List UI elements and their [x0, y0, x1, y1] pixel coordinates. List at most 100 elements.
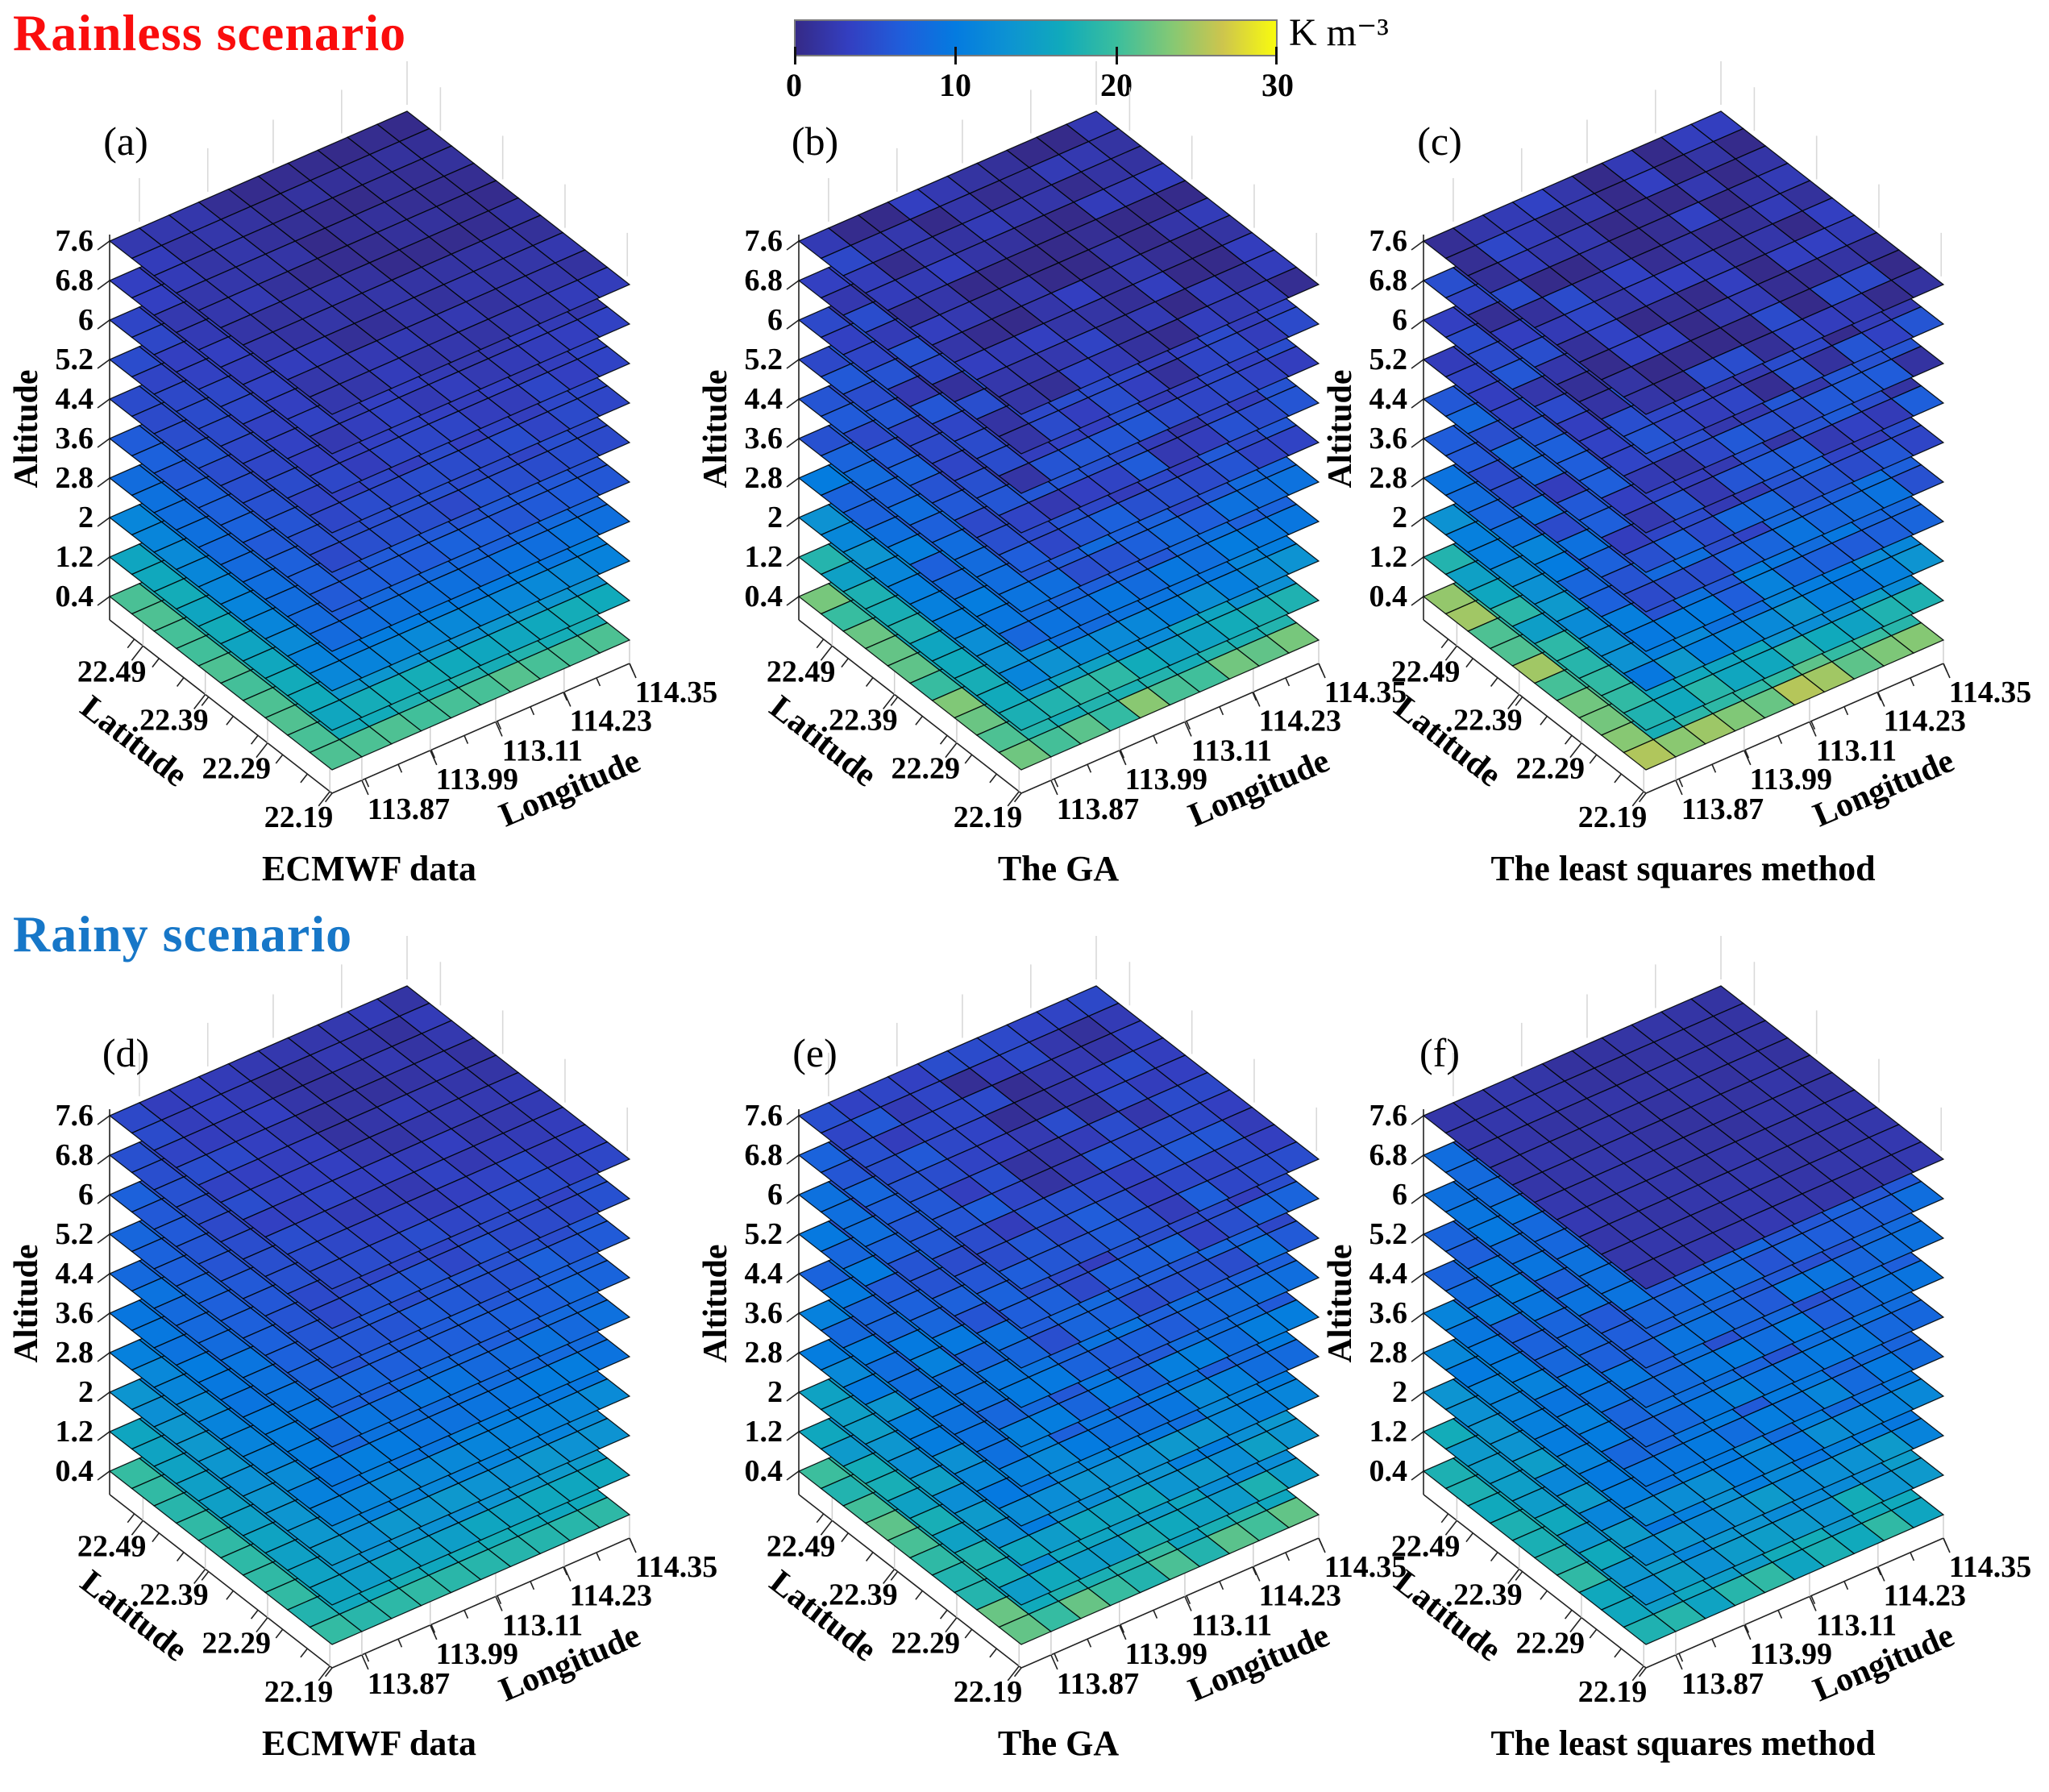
longitude-tick-label: 113.11 [1191, 1608, 1272, 1642]
heatmap-cell [1890, 464, 1945, 496]
floor-riser-lines [142, 622, 630, 792]
altitude-tick-label: 1.2 [56, 1415, 94, 1449]
altitude-axis-title: Altitude [8, 370, 45, 489]
longitude-tick-label: 113.99 [436, 763, 518, 796]
heatmap-cell [576, 345, 631, 377]
latitude-tick-label: 22.49 [767, 1529, 836, 1563]
latitude-tick-label: 22.19 [264, 1675, 334, 1709]
heatmap-cell [576, 1457, 631, 1489]
altitude-tick-label: 4.4 [745, 382, 783, 416]
panel-letter: (c) [1417, 118, 1462, 164]
longitude-tick-label: 113.87 [368, 1667, 450, 1701]
panel-method-title: ECMWF data [262, 1723, 476, 1763]
floor-riser-lines [1456, 622, 1944, 792]
heatmap-cell [576, 1141, 631, 1173]
altitude-tick-label: 0.4 [56, 580, 94, 613]
altitude-tick-label: 6 [78, 303, 94, 337]
altitude-tick-label: 2 [78, 501, 94, 534]
altitude-tick-label: 6.8 [745, 1138, 783, 1172]
altitude-tick-label: 6 [767, 1178, 783, 1212]
longitude-tick-label: 114.23 [1259, 1578, 1341, 1612]
longitude-tick-label: 113.99 [436, 1637, 518, 1671]
altitude-tick-label: 6 [1392, 1178, 1407, 1212]
floor-axes [1423, 619, 1948, 803]
colorbar-unit-label: K m⁻³ [1289, 11, 1389, 54]
latitude-tick-label: 22.39 [1453, 1578, 1523, 1611]
longitude-tick-label: 114.35 [635, 1550, 717, 1584]
latitude-tick-label: 22.29 [1515, 752, 1585, 786]
altitude-layer-7.6 [108, 110, 631, 415]
panel-a: 7.66.865.24.43.62.821.20.4Altitude22.492… [8, 61, 717, 888]
heatmap-cell [1890, 266, 1945, 298]
heatmap-cell [1890, 1141, 1945, 1173]
back-gridlines [139, 936, 629, 1151]
longitude-tick-label: 114.35 [635, 676, 717, 709]
floor-axes [798, 619, 1324, 803]
heatmap-cell [1890, 306, 1945, 338]
longitude-tick-label: 113.99 [1750, 1637, 1832, 1671]
longitude-tick-label: 113.11 [1191, 734, 1272, 767]
colorbar-tick-label: 0 [786, 67, 802, 103]
heatmap-cell [1890, 503, 1945, 535]
latitude-tick-label: 22.19 [954, 800, 1023, 834]
heatmap-cell [1266, 1496, 1320, 1528]
altitude-layer-7.6 [1422, 985, 1945, 1290]
heatmap-cell [576, 464, 631, 496]
latitude-tick-label: 22.49 [77, 655, 147, 688]
altitude-axis-title: Altitude [697, 370, 734, 489]
layer-stack [108, 110, 631, 771]
heatmap-cell [576, 385, 631, 417]
panel-letter: (a) [103, 118, 148, 164]
back-gridlines [1453, 61, 1943, 276]
longitude-tick-label: 113.87 [368, 792, 450, 826]
altitude-tick-label: 3.6 [1369, 1296, 1408, 1330]
heatmap-cell [1266, 424, 1320, 456]
panel-method-title: The least squares method [1490, 849, 1875, 888]
latitude-tick-label: 22.49 [767, 655, 836, 688]
colorbar: 0 10 20 30 K m⁻³ [786, 11, 1389, 103]
altitude-axis-title: Altitude [1322, 1245, 1359, 1363]
heatmap-cell [1890, 385, 1945, 417]
colorbar-tick-mark [954, 47, 957, 64]
altitude-layer-7.6 [797, 985, 1320, 1290]
altitude-tick-label: 2.8 [1369, 461, 1408, 495]
altitude-tick-label: 5.2 [56, 1217, 94, 1251]
longitude-tick-label: 114.23 [1884, 1578, 1966, 1612]
altitude-tick-label: 3.6 [745, 1296, 783, 1330]
heatmap-cell [576, 1220, 631, 1252]
altitude-tick-label: 2.8 [745, 461, 783, 495]
floor-riser-lines [142, 1497, 630, 1666]
altitude-tick-label: 2.8 [745, 1336, 783, 1370]
altitude-tick-label: 5.2 [745, 1217, 783, 1251]
panel-c: 7.66.865.24.43.62.821.20.4Altitude22.492… [1322, 61, 2031, 888]
altitude-tick-label: 3.6 [56, 1296, 94, 1330]
panel-method-title: The GA [998, 1723, 1120, 1763]
longitude-tick-label: 113.11 [502, 1608, 583, 1642]
heatmap-cell [1890, 543, 1945, 575]
heatmap-cell [1266, 622, 1320, 654]
heatmap-cell [576, 1180, 631, 1212]
altitude-tick-label: 2.8 [56, 461, 94, 495]
longitude-tick-label: 114.35 [1324, 1550, 1407, 1584]
latitude-tick-label: 22.39 [139, 1578, 209, 1611]
longitude-tick-label: 114.23 [1884, 704, 1966, 738]
floor-axes [109, 619, 634, 803]
latitude-tick-label: 22.29 [202, 752, 271, 786]
panel-f: 7.66.865.24.43.62.821.20.4Altitude22.492… [1322, 936, 2031, 1763]
longitude-tick-label: 113.87 [1681, 1667, 1764, 1701]
heatmap-cell [1266, 1378, 1320, 1410]
latitude-tick-label: 22.39 [829, 703, 898, 737]
latitude-tick-label: 22.39 [139, 703, 209, 737]
back-gridlines [828, 61, 1318, 276]
latitude-tick-label: 22.49 [1391, 655, 1461, 688]
altitude-tick-label: 2 [1392, 501, 1407, 534]
altitude-tick-label: 6.8 [745, 264, 783, 297]
longitude-tick-label: 114.23 [570, 704, 652, 738]
heatmap-cell [1266, 1220, 1320, 1252]
panel-letter: (d) [102, 1030, 149, 1075]
altitude-tick-label: 5.2 [1369, 1217, 1408, 1251]
heatmap-cell [1266, 306, 1320, 338]
floor-riser-lines [1456, 1497, 1944, 1666]
heatmap-cell [1266, 1259, 1320, 1291]
